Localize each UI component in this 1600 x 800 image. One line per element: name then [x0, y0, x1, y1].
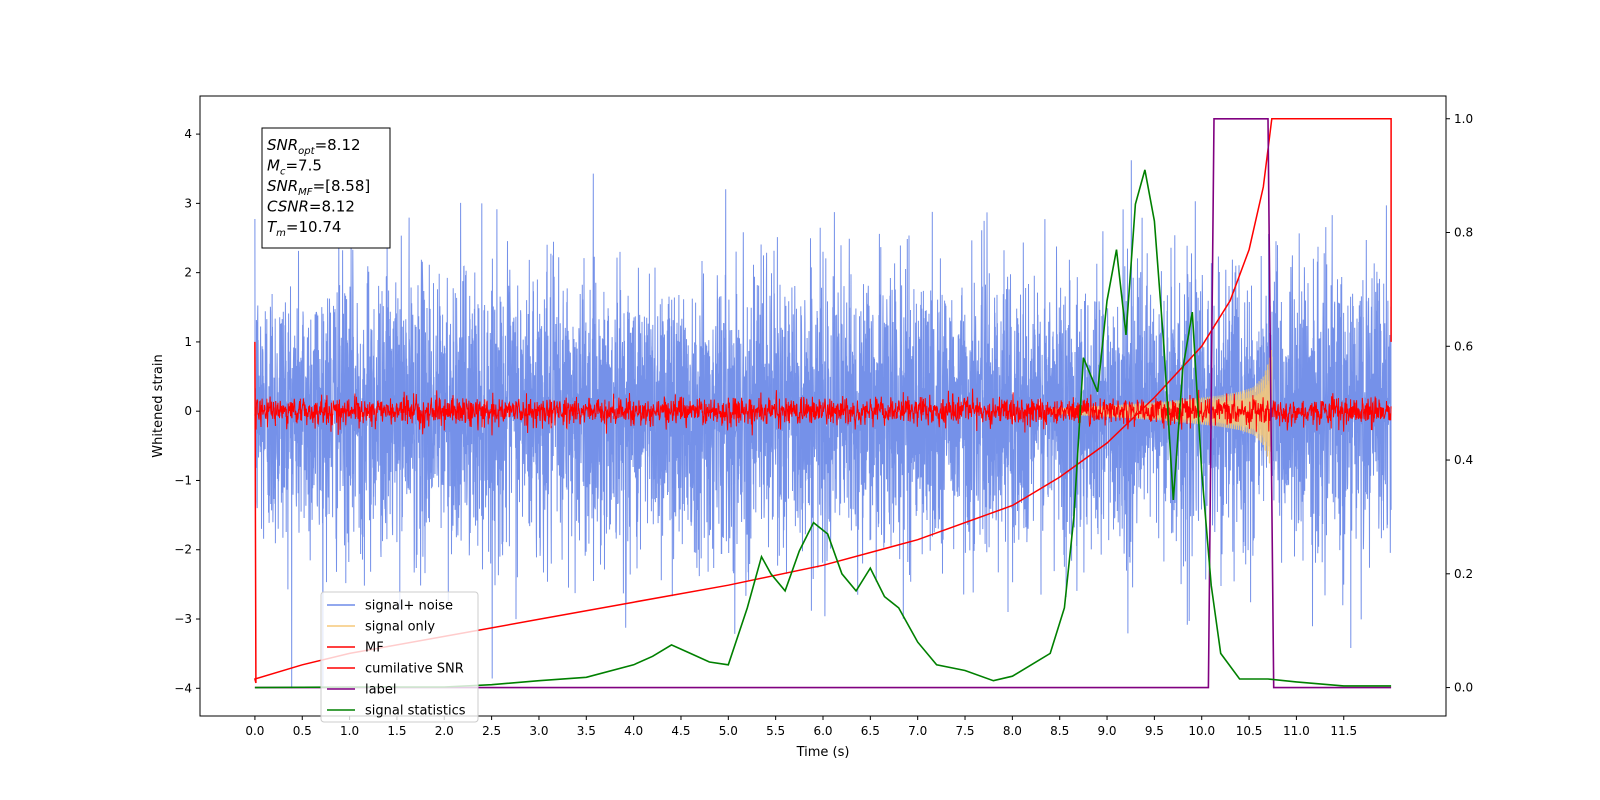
legend-label: MF [365, 641, 384, 656]
x-tick-label: 4.5 [671, 724, 690, 738]
y-axis-label: Whitened strain [151, 354, 166, 457]
legend-frame [320, 591, 479, 723]
legend-label: signal statistics [365, 704, 466, 719]
annotation-line: SNRMF=[8.58] [267, 177, 370, 198]
x-tick-label: 0.5 [293, 724, 312, 738]
x-tick-label: 10.5 [1236, 724, 1263, 738]
x-tick-label: 9.0 [1097, 724, 1116, 738]
x-tick-label: 2.5 [482, 724, 501, 738]
x-tick-label: 3.5 [577, 724, 596, 738]
series-mf [254, 388, 1392, 436]
y2-tick-label: 0.0 [1454, 681, 1473, 695]
x-tick-label: 6.5 [861, 724, 880, 738]
y-tick-label: −4 [174, 681, 192, 695]
x-tick-label: 2.0 [435, 724, 454, 738]
y2-tick-label: 0.6 [1454, 339, 1473, 353]
series-label [254, 118, 1392, 689]
x-tick-label: 6.0 [813, 724, 832, 738]
x-tick-label: 7.0 [908, 724, 927, 738]
annotation-line: CSNR=8.12 [267, 198, 355, 216]
legend: signal+ noise signal only MF cumilative SNR… [320, 591, 479, 723]
x-tick-label: 11.5 [1330, 724, 1357, 738]
x-tick-label: 5.5 [766, 724, 785, 738]
x-tick-label: 11.0 [1283, 724, 1310, 738]
x-tick-label: 8.5 [1050, 724, 1069, 738]
annotation-line: Tm=10.74 [267, 218, 341, 239]
y2-tick-label: 0.2 [1454, 567, 1473, 581]
x-tick-label: 9.5 [1145, 724, 1164, 738]
x-tick-label: 10.0 [1188, 724, 1215, 738]
x-tick-label: 1.5 [387, 724, 406, 738]
series-signal-noise [254, 160, 1392, 689]
x-tick-label: 7.5 [955, 724, 974, 738]
y-tick-label: 4 [184, 127, 192, 141]
annotation-line: Mc=7.5 [267, 157, 322, 178]
y-tick-label: 1 [184, 335, 192, 349]
x-tick-label: 3.0 [529, 724, 548, 738]
annotation-frame [261, 127, 391, 249]
x-tick-label: 0.0 [245, 724, 264, 738]
y2-tick-label: 0.8 [1454, 226, 1473, 240]
y-tick-label: −2 [174, 543, 192, 557]
y-tick-label: 0 [184, 404, 192, 418]
x-tick-label: 4.0 [624, 724, 643, 738]
legend-label: cumilative SNR [365, 662, 464, 677]
x-tick-label: 5.0 [719, 724, 738, 738]
series-signal-statistics [254, 169, 1392, 689]
y-tick-label: 3 [184, 196, 192, 210]
x-tick-label: 1.0 [340, 724, 359, 738]
legend-label: signal only [365, 620, 435, 635]
y2-tick-label: 1.0 [1454, 112, 1473, 126]
y-tick-label: −3 [174, 612, 192, 626]
y2-tick-label: 0.4 [1454, 453, 1473, 467]
y-tick-label: 2 [184, 266, 192, 280]
legend-label: signal+ noise [365, 599, 453, 614]
annotation-line: SNRopt=8.12 [267, 136, 361, 157]
y-tick-label: −1 [174, 473, 192, 487]
legend-label: label [365, 683, 396, 698]
axes-layer: 0.0 0.5 1.0 1.5 2.0 2.5 3.0 3.5 4.0 4.5 5.0 5.5 6.0 6… [174, 112, 1473, 738]
x-tick-label: 8.0 [1003, 724, 1022, 738]
x-axis-label: Time (s) [796, 745, 850, 760]
